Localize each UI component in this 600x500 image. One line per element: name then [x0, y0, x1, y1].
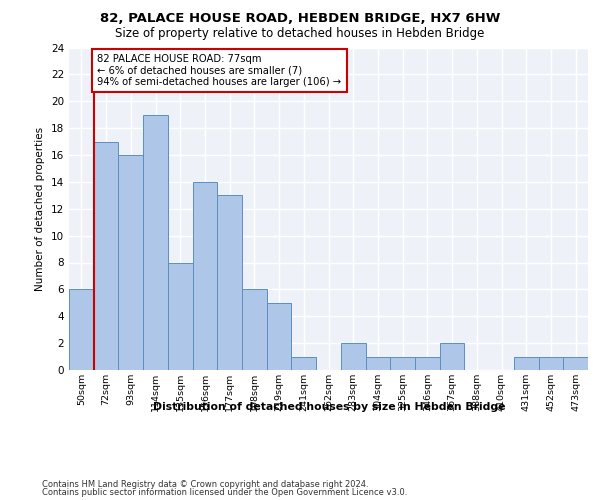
Bar — [365, 356, 390, 370]
Bar — [341, 343, 365, 370]
Text: Distribution of detached houses by size in Hebden Bridge: Distribution of detached houses by size … — [152, 402, 505, 412]
Bar — [69, 290, 94, 370]
Bar — [292, 356, 316, 370]
Text: 82, PALACE HOUSE ROAD, HEBDEN BRIDGE, HX7 6HW: 82, PALACE HOUSE ROAD, HEBDEN BRIDGE, HX… — [100, 12, 500, 26]
Bar — [267, 303, 292, 370]
Bar — [217, 196, 242, 370]
Bar — [168, 262, 193, 370]
Text: Contains HM Land Registry data © Crown copyright and database right 2024.: Contains HM Land Registry data © Crown c… — [42, 480, 368, 489]
Text: 82 PALACE HOUSE ROAD: 77sqm
← 6% of detached houses are smaller (7)
94% of semi-: 82 PALACE HOUSE ROAD: 77sqm ← 6% of deta… — [97, 54, 341, 88]
Bar — [242, 290, 267, 370]
Bar — [390, 356, 415, 370]
Bar — [514, 356, 539, 370]
Bar — [415, 356, 440, 370]
Text: Size of property relative to detached houses in Hebden Bridge: Size of property relative to detached ho… — [115, 28, 485, 40]
Bar — [94, 142, 118, 370]
Bar — [563, 356, 588, 370]
Y-axis label: Number of detached properties: Number of detached properties — [35, 126, 46, 291]
Bar — [193, 182, 217, 370]
Text: Contains public sector information licensed under the Open Government Licence v3: Contains public sector information licen… — [42, 488, 407, 497]
Bar — [539, 356, 563, 370]
Bar — [118, 155, 143, 370]
Bar — [440, 343, 464, 370]
Bar — [143, 114, 168, 370]
